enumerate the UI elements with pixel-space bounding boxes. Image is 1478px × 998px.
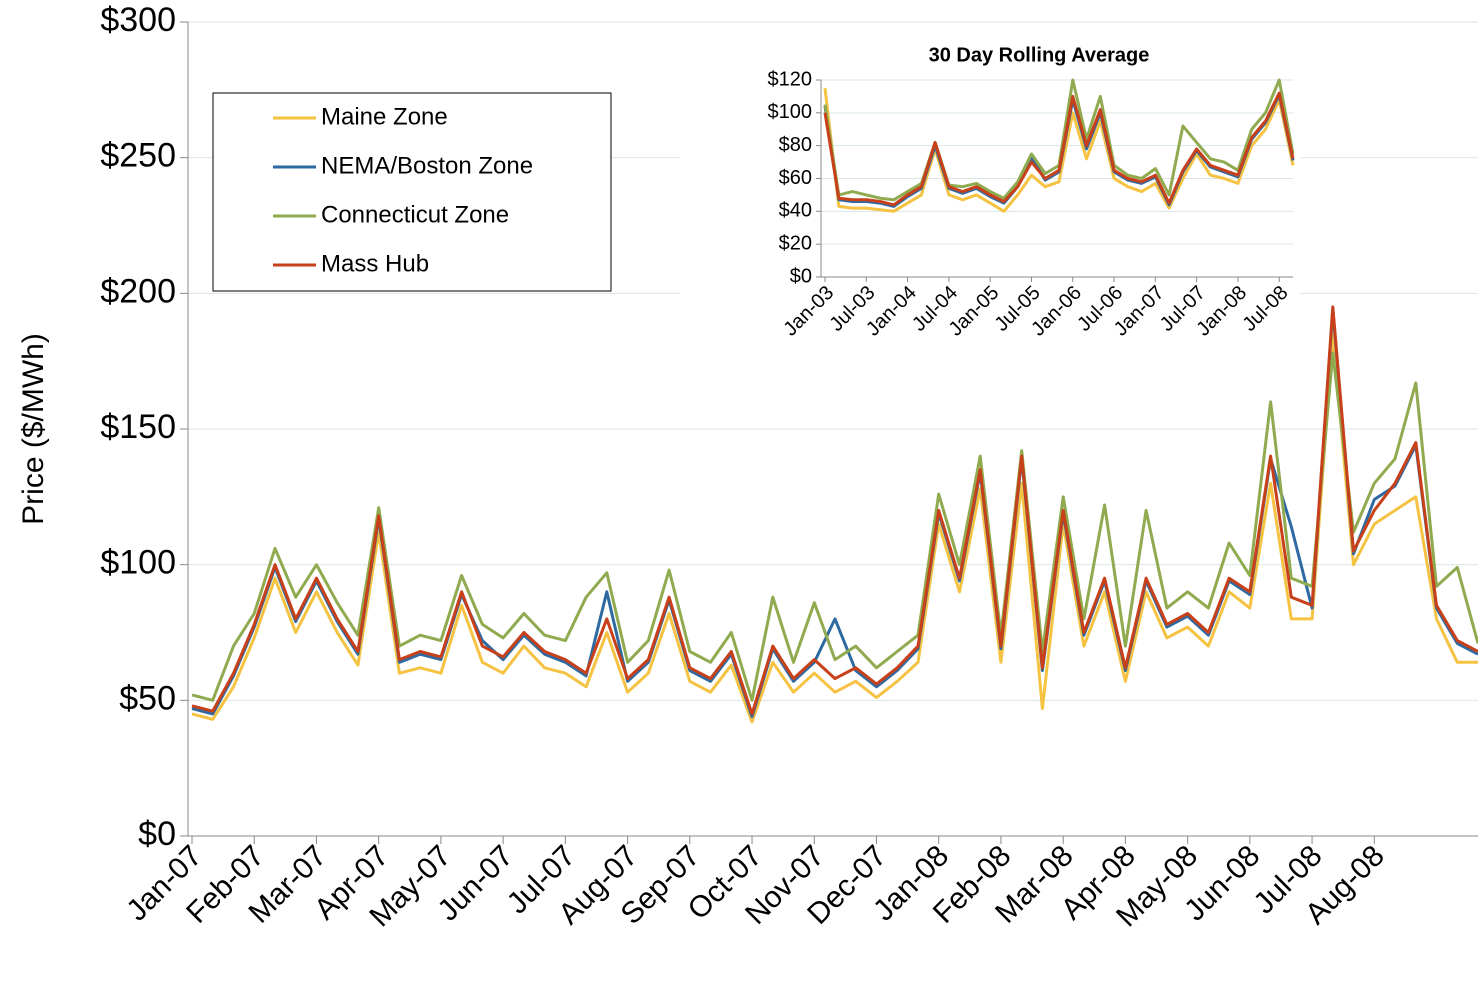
y-tick-label: $200 [100,272,176,310]
y-tick-label: $40 [779,200,812,222]
legend-label: NEMA/Boston Zone [321,152,533,179]
y-tick-label: $150 [100,408,176,446]
y-tick-label: $100 [768,101,813,123]
legend-box [212,92,612,292]
y-tick-label: $300 [100,1,176,39]
y-tick-label: $60 [779,167,812,189]
y-tick-label: $120 [768,68,813,90]
y-tick-label: $250 [100,137,176,175]
y-tick-label: $0 [138,815,176,853]
y-axis-label: Price ($/MWh) [17,333,50,525]
y-tick-label: $0 [790,265,812,287]
series-line [191,305,1478,716]
y-tick-label: $50 [119,679,176,717]
series-line [823,88,1295,213]
legend-label: Mass Hub [321,250,429,277]
y-tick-label: $80 [779,134,812,156]
legend-label: Connecticut Zone [321,201,509,228]
series-line [191,351,1478,702]
chart-title: 30 Day Rolling Average [929,44,1150,66]
y-tick-label: $100 [100,544,176,582]
series-line [823,91,1295,207]
series-line [191,332,1478,724]
y-tick-label: $20 [779,232,812,254]
legend-label: Maine Zone [321,103,448,130]
inset-background [680,35,1300,298]
